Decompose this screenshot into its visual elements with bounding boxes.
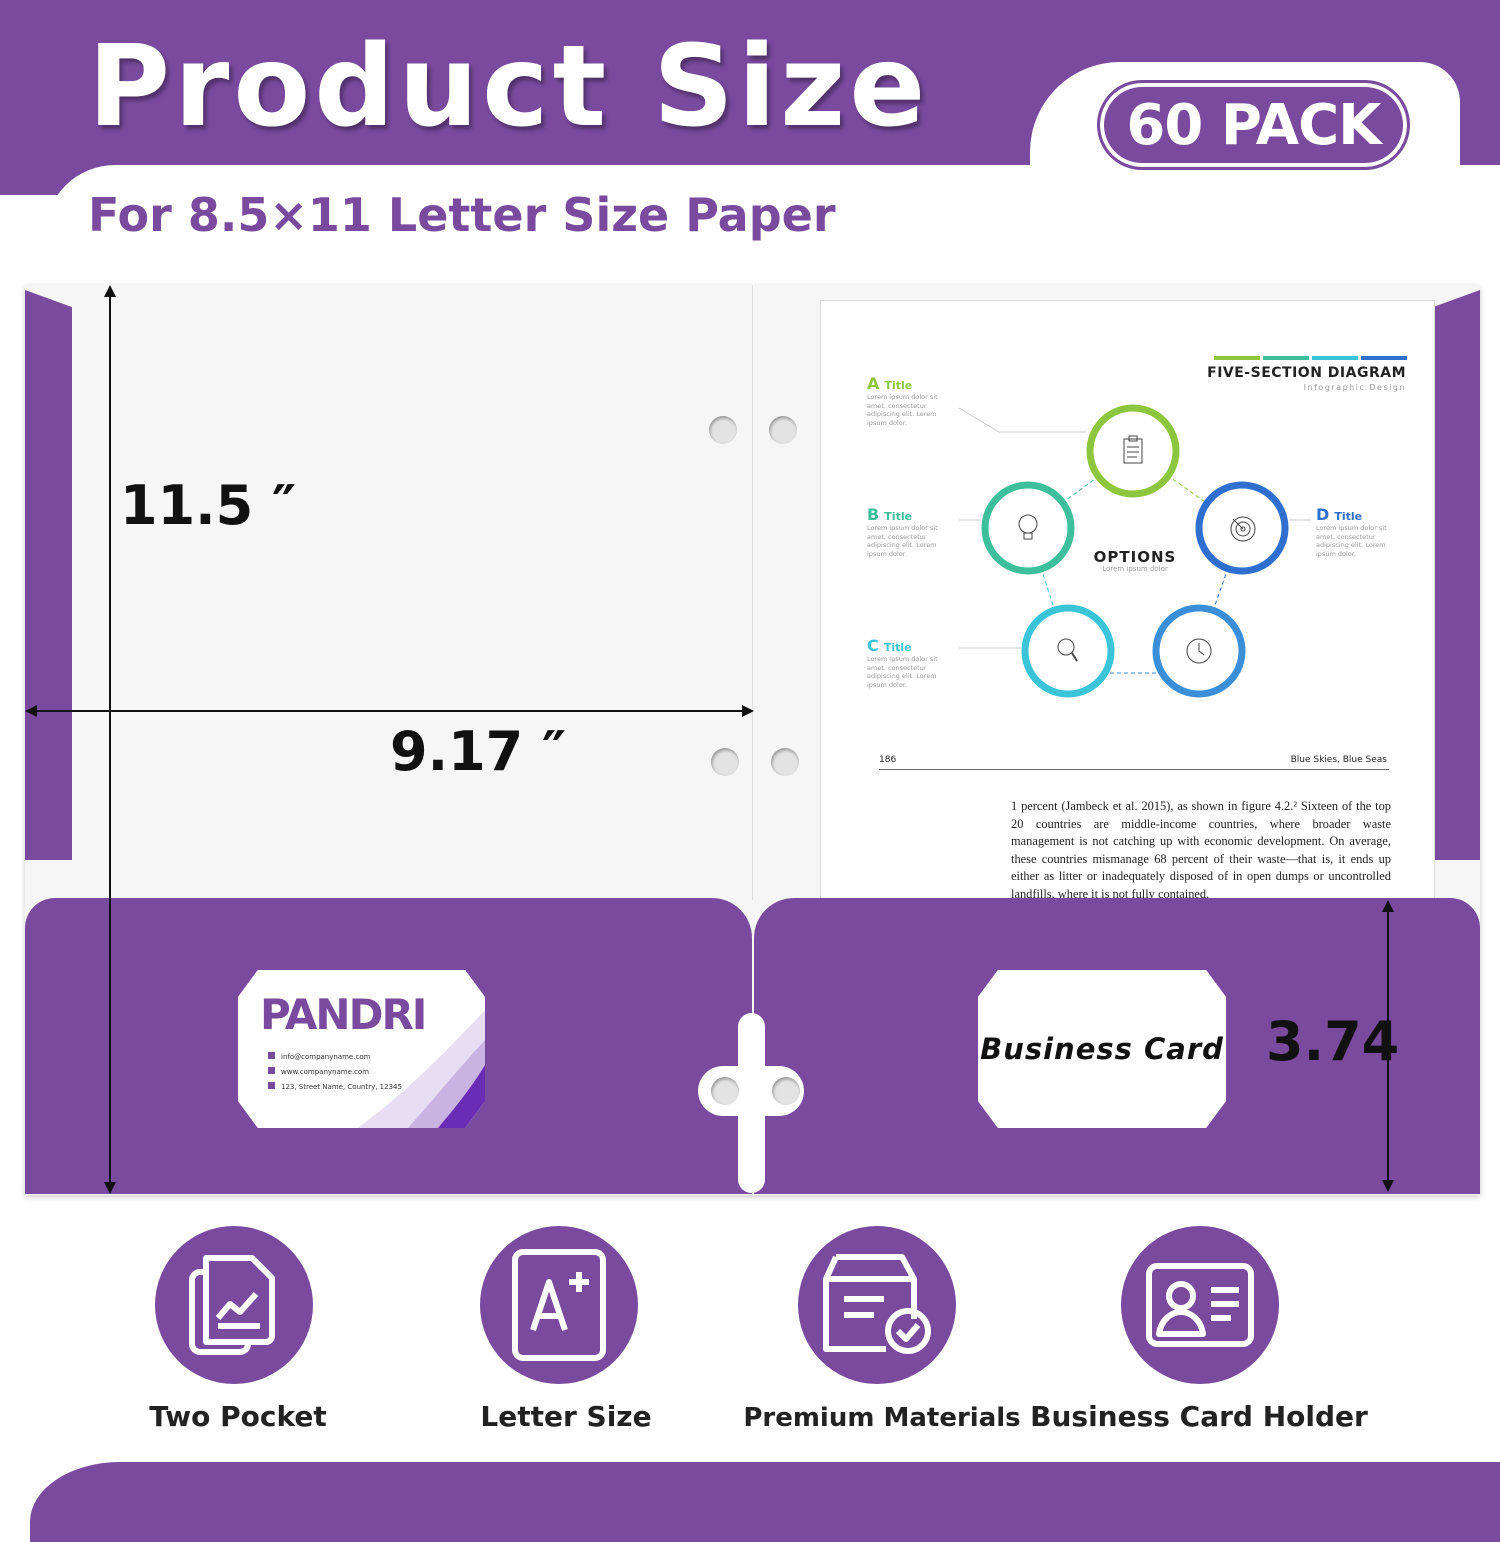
target-icon xyxy=(1230,516,1256,542)
section-circle-a xyxy=(1086,404,1180,498)
diagram-label-a: A Title Lorem ipsum dolor sit amet, cons… xyxy=(867,374,955,427)
section-circle-c xyxy=(1021,604,1115,698)
feature-label: Letter Size xyxy=(480,1400,652,1433)
feature-letter-size xyxy=(480,1226,638,1384)
page-subtitle: For 8.5×11 Letter Size Paper xyxy=(88,188,836,242)
width-arrow xyxy=(30,710,748,712)
magnifier-icon xyxy=(1057,638,1078,662)
documents-chart-icon xyxy=(189,1255,275,1355)
arrow-head-down xyxy=(104,1182,116,1194)
pack-count-badge: 60 PACK xyxy=(1097,80,1410,170)
five-section-diagram xyxy=(958,404,1311,698)
diagram-label-d: D Title Lorem ipsum dolor sit amet, cons… xyxy=(1316,505,1404,558)
label-letter: A xyxy=(867,374,880,393)
card-address: 123, Street Name, Country, 12345 xyxy=(268,1080,402,1095)
card-brand-logo: PANDRI xyxy=(260,990,427,1039)
card-contacts: info@companyname.com www.companyname.com… xyxy=(268,1050,402,1095)
label-title: Title xyxy=(884,379,913,392)
diagram-subtitle: Infographic Design xyxy=(1303,383,1406,392)
folder-spine xyxy=(752,285,753,900)
feature-label: Two Pocket xyxy=(149,1400,327,1433)
label-title: Title xyxy=(884,510,913,523)
card-email-text: info@companyname.com xyxy=(281,1053,371,1061)
folder-right-edge xyxy=(1433,290,1480,860)
feature-business-card-holder xyxy=(1121,1226,1279,1384)
label-title: Title xyxy=(883,641,912,654)
business-card-sample: PANDRI info@companyname.com www.companyn… xyxy=(238,970,485,1128)
feature-two-pocket xyxy=(155,1226,313,1384)
label-title: Title xyxy=(1334,510,1363,523)
business-card-placeholder: Business Card xyxy=(978,970,1226,1128)
box-check-icon xyxy=(823,1254,931,1354)
clock-icon xyxy=(1186,638,1212,664)
body-text: 1 percent (Jambeck et al. 2015), as show… xyxy=(1011,799,1391,900)
binder-hole xyxy=(769,416,797,444)
feature-label: Business Card Holder xyxy=(1030,1400,1368,1433)
lightbulb-icon xyxy=(1018,514,1038,540)
label-letter: C xyxy=(867,636,879,655)
feature-label: Premium Materials xyxy=(743,1403,1021,1433)
diagram-center-subtitle: Lorem ipsum dolor xyxy=(1102,565,1168,573)
binder-hole xyxy=(711,1077,739,1105)
location-pin-icon xyxy=(268,1082,275,1089)
height-dimension: 11.5 ″ xyxy=(120,474,297,537)
page-number: 186 xyxy=(879,755,897,765)
pocket-height-dimension: 3.74 xyxy=(1266,1010,1400,1073)
diagram-label-c: C Title Lorem ipsum dolor sit amet, cons… xyxy=(867,636,955,689)
card-email: info@companyname.com xyxy=(268,1050,402,1065)
arrow-head-down xyxy=(1382,1180,1394,1192)
letter-page: FIVE-SECTION DIAGRAM Infographic Design … xyxy=(820,300,1435,900)
leader-line xyxy=(958,407,1086,433)
arrow-head-up xyxy=(104,285,116,297)
diagram-title: FIVE-SECTION DIAGRAM xyxy=(1207,365,1406,381)
footer-band xyxy=(30,1462,1500,1542)
binder-hole xyxy=(771,748,799,776)
label-text: Lorem ipsum dolor sit amet, consectetur … xyxy=(1316,524,1387,558)
label-letter: D xyxy=(1316,505,1330,524)
folder-left-edge xyxy=(25,290,72,860)
label-text: Lorem ipsum dolor sit amet, consectetur … xyxy=(867,655,938,689)
height-arrow xyxy=(109,290,111,1192)
clipboard-icon xyxy=(1123,435,1143,464)
card-address-text: 123, Street Name, Country, 12345 xyxy=(281,1083,402,1091)
title-bar-green xyxy=(1214,356,1260,360)
id-card-icon xyxy=(1146,1263,1254,1347)
pocket-height-arrow xyxy=(1387,905,1389,1188)
card-website-text: www.companyname.com xyxy=(281,1068,370,1076)
diagram-label-b: B Title Lorem ipsum dolor sit amet, cons… xyxy=(867,505,955,558)
arrow-head-up xyxy=(1382,900,1394,912)
business-card-label: Business Card xyxy=(980,1032,1224,1066)
arrow-head-right xyxy=(742,705,754,717)
binder-hole xyxy=(709,416,737,444)
binder-hole xyxy=(711,748,739,776)
page-title: Product Size xyxy=(88,22,930,152)
label-text: Lorem ipsum dolor sit amet, consectetur … xyxy=(867,524,938,558)
diagram-center-title: OPTIONS xyxy=(1093,548,1177,566)
title-bar-cyan xyxy=(1312,356,1358,360)
label-letter: B xyxy=(867,505,880,524)
feature-premium-materials xyxy=(798,1226,956,1384)
title-bar-blue xyxy=(1361,356,1407,360)
globe-icon xyxy=(268,1067,275,1074)
section-circle-b xyxy=(981,481,1075,575)
arrow-head-left xyxy=(25,705,37,717)
running-head: Blue Skies, Blue Seas xyxy=(1290,755,1387,765)
card-website: www.companyname.com xyxy=(268,1065,402,1080)
label-text: Lorem ipsum dolor sit amet, consectetur … xyxy=(867,393,938,427)
card-wave-decoration xyxy=(358,1010,485,1128)
email-icon xyxy=(268,1052,275,1059)
width-dimension: 9.17 ″ xyxy=(390,720,567,783)
letter-a-plus-icon xyxy=(512,1249,606,1361)
header-rule xyxy=(879,769,1389,770)
binder-hole xyxy=(772,1077,800,1105)
title-bar-teal xyxy=(1263,356,1309,360)
